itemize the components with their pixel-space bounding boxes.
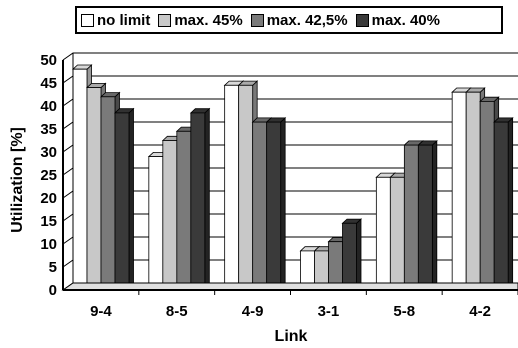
legend-item-max-45: max. 45% bbox=[158, 11, 243, 29]
y-tick-label: 0 bbox=[49, 282, 57, 299]
gridline bbox=[62, 75, 518, 84]
x-tick-label: 5-8 bbox=[393, 303, 415, 320]
legend-swatch-max-42-5 bbox=[250, 13, 264, 27]
y-tick-label: 40 bbox=[40, 98, 57, 115]
legend-swatch-max-45 bbox=[158, 13, 172, 27]
y-tick-label: 30 bbox=[40, 144, 57, 161]
legend: no limit max. 45% max. 42,5% max. 40% bbox=[75, 6, 503, 34]
y-tick-label: 25 bbox=[40, 167, 57, 184]
bar bbox=[493, 116, 514, 291]
x-tick-label: 8-5 bbox=[166, 303, 188, 320]
x-axis-label: Link bbox=[275, 328, 308, 345]
y-tick-label: 50 bbox=[40, 52, 57, 69]
legend-label-max-40: max. 40% bbox=[371, 11, 440, 29]
y-tick-label: 35 bbox=[40, 121, 57, 138]
y-tick-label: 5 bbox=[49, 259, 57, 276]
floor bbox=[61, 282, 518, 291]
bars bbox=[71, 64, 514, 291]
y-axis-label: Utilization [%] bbox=[9, 127, 26, 233]
axes bbox=[61, 53, 518, 295]
x-tick-label: 9-4 bbox=[90, 303, 112, 320]
bar bbox=[189, 107, 211, 291]
y-tick-label: 10 bbox=[40, 236, 57, 253]
gridline bbox=[62, 98, 518, 107]
x-tick-label: 4-9 bbox=[242, 303, 264, 320]
legend-item-no-limit: no limit bbox=[81, 12, 150, 29]
bar bbox=[265, 116, 287, 291]
x-tick-label: 4-2 bbox=[469, 303, 491, 320]
legend-swatch-no-limit bbox=[81, 13, 94, 27]
legend-item-max-42-5: max. 42,5% bbox=[250, 11, 348, 29]
y-tick-label: 20 bbox=[40, 190, 57, 207]
x-tick-label: 3-1 bbox=[318, 303, 340, 320]
y-tick-label: 45 bbox=[40, 75, 57, 92]
x-tick-labels: 9-4 8-5 4-9 3-1 5-8 4-2 bbox=[90, 303, 491, 320]
y-tick-labels: 0 5 10 15 20 25 30 35 40 45 50 bbox=[40, 52, 57, 299]
y-tick-label: 15 bbox=[40, 213, 57, 230]
gridline bbox=[62, 52, 518, 61]
legend-swatch-max-40 bbox=[355, 13, 369, 27]
bar bbox=[113, 107, 135, 291]
legend-label-max-42-5: max. 42,5% bbox=[266, 11, 348, 29]
legend-label-max-45: max. 45% bbox=[174, 11, 243, 29]
legend-item-max-40: max. 40% bbox=[355, 11, 440, 29]
bar bbox=[341, 218, 363, 291]
bar bbox=[417, 139, 438, 291]
legend-label-no-limit: no limit bbox=[97, 11, 151, 29]
